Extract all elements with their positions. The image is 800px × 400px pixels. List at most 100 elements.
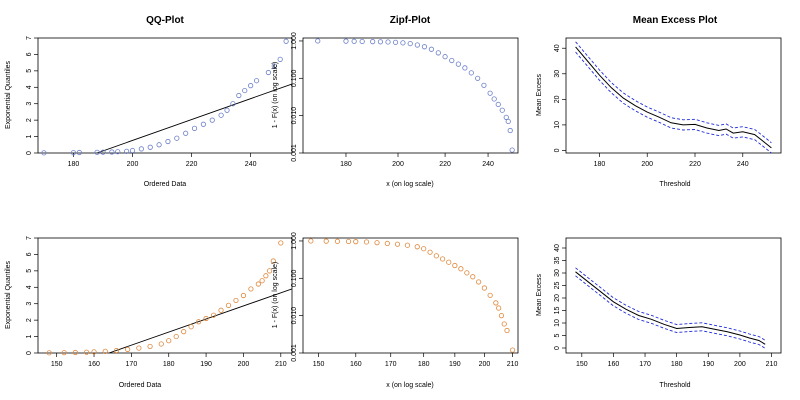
data-point [455, 61, 461, 67]
x-axis-label: x (on log scale) [386, 181, 433, 188]
data-point [449, 57, 455, 64]
panel-mean-excess-top: Mean Excess Plot Threshold Mean Excess 1… [536, 15, 782, 188]
data-point [271, 63, 277, 69]
y-tick-label: 0 [554, 148, 561, 152]
data-point [72, 349, 78, 356]
x-tick-label: 180 [340, 161, 352, 168]
data-point [400, 40, 406, 46]
data-point [166, 338, 172, 344]
y-tick-label: 35 [554, 257, 561, 265]
y-tick-label: 20 [554, 95, 561, 103]
x-tick-label: 200 [392, 161, 404, 168]
data-point [174, 135, 180, 141]
y-tick-label: 1 [26, 135, 33, 139]
data-point [421, 246, 427, 252]
y-tick-label: 7 [26, 236, 33, 240]
y-tick-label: 5 [26, 69, 33, 73]
plot-frame [565, 37, 782, 154]
data-point [70, 150, 77, 156]
mean-excess-line [575, 271, 766, 345]
data-point [230, 101, 236, 107]
x-tick-label: 180 [68, 161, 80, 168]
data-point [253, 78, 260, 84]
data-point [209, 117, 215, 123]
data-point [136, 345, 142, 351]
lower-band-line [575, 275, 766, 349]
panel-zipf-plot-bottom: x (on log scale) 1 - F(x) (on log scale)… [272, 232, 518, 389]
x-axis-label: Threshold [659, 382, 690, 389]
data-point [392, 39, 399, 45]
y-tick-label: 30 [554, 70, 561, 78]
data-point [278, 240, 284, 246]
y-tick-label: 0 [26, 351, 33, 355]
data-point [147, 343, 153, 350]
x-tick-label: 240 [245, 161, 257, 168]
data-point [509, 147, 515, 153]
data-point [481, 285, 488, 291]
data-point [374, 240, 380, 246]
data-point [158, 341, 164, 347]
x-tick-label: 220 [689, 161, 701, 168]
y-tick-label: 0.001 [291, 344, 298, 362]
x-axis-label: Threshold [659, 181, 690, 188]
panel-title: QQ-Plot [146, 15, 184, 26]
data-point [61, 350, 67, 356]
y-axis-label: Mean Excess [536, 273, 543, 316]
data-point [323, 238, 329, 244]
x-tick-label: 180 [418, 361, 430, 368]
x-axis-label: Ordered Data [119, 382, 162, 389]
x-tick-label: 150 [51, 361, 63, 368]
panel-qq-plot-top: QQ-Plot Ordered Data Exponential Quantil… [5, 15, 293, 188]
upper-band-line [575, 41, 772, 144]
x-tick-label: 170 [126, 361, 138, 368]
data-point [115, 149, 121, 155]
x-tick-label: 150 [576, 361, 588, 368]
x-tick-label: 210 [275, 361, 287, 368]
y-axis-label: 1 - F(x) (on log scale) [272, 262, 279, 329]
data-point [503, 114, 509, 120]
data-point [458, 266, 464, 272]
x-tick-label: 190 [449, 361, 461, 368]
data-point [259, 278, 265, 284]
mean-excess-line [575, 46, 772, 149]
x-tick-label: 200 [127, 161, 139, 168]
y-tick-label: 2 [26, 318, 33, 322]
data-point [113, 347, 120, 354]
y-tick-label: 5 [554, 333, 561, 337]
data-point [277, 56, 283, 62]
panel-title: Zipf-Plot [390, 15, 431, 26]
y-tick-label: 1 [26, 335, 33, 339]
y-tick-label: 0 [554, 346, 561, 350]
data-point [385, 39, 391, 45]
y-tick-label: 3 [26, 102, 33, 106]
data-point [41, 150, 47, 156]
x-tick-label: 180 [163, 361, 175, 368]
data-point [505, 118, 511, 125]
data-point [109, 149, 115, 155]
y-tick-label: 7 [26, 36, 33, 40]
data-point [359, 38, 365, 45]
x-tick-label: 160 [350, 361, 362, 368]
x-axis-label: Ordered Data [144, 181, 187, 188]
data-point [446, 259, 452, 265]
data-point [129, 147, 136, 154]
data-point [173, 333, 179, 340]
data-point [156, 142, 162, 148]
y-tick-label: 25 [554, 282, 561, 290]
data-point [499, 107, 505, 113]
data-point [242, 87, 248, 94]
data-point [442, 54, 448, 60]
data-point [240, 292, 247, 299]
plot-frame [302, 37, 519, 154]
data-point [210, 312, 217, 318]
data-point [345, 238, 352, 245]
data-point [509, 347, 516, 353]
y-tick-label: 0.100 [291, 69, 298, 87]
y-tick-label: 20 [554, 294, 561, 302]
data-point [83, 349, 90, 355]
y-tick-label: 6 [26, 52, 33, 56]
data-point [196, 319, 202, 325]
y-tick-label: 0 [26, 151, 33, 155]
x-tick-label: 240 [482, 161, 494, 168]
